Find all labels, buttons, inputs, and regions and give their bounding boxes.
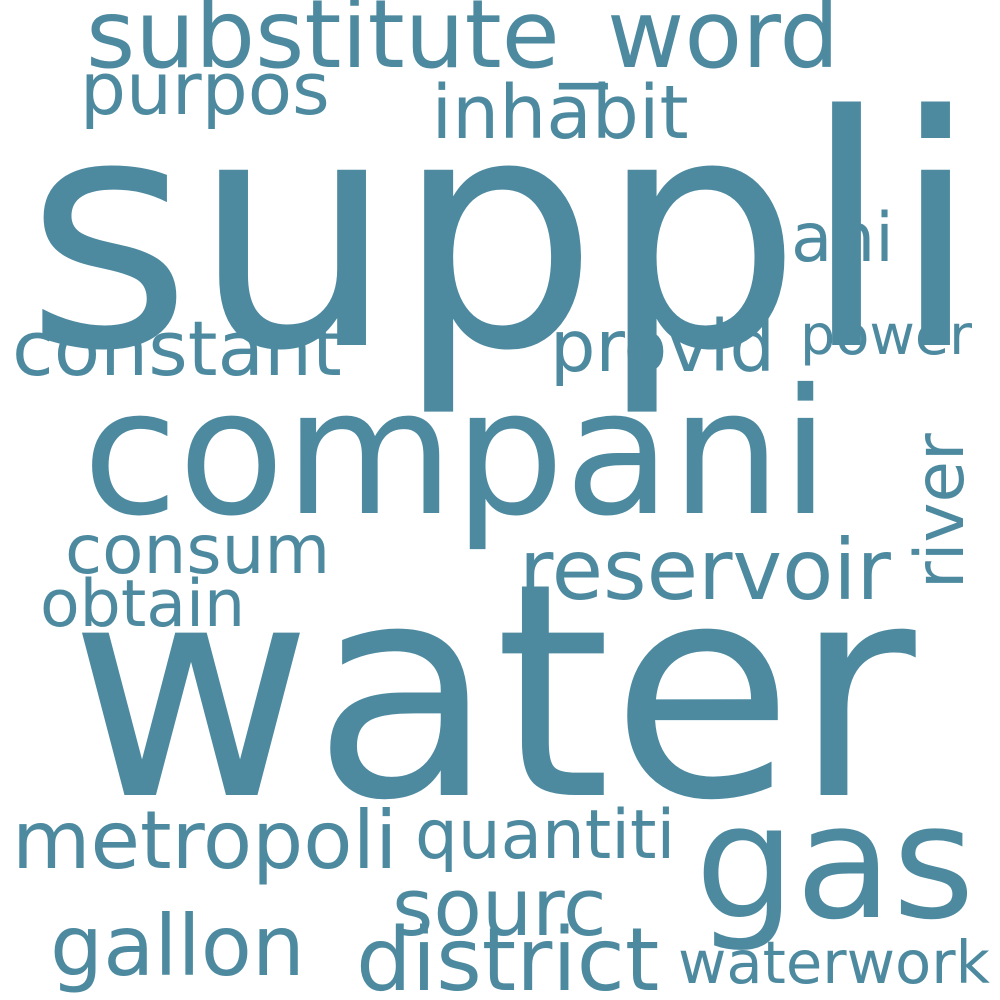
word-provid: provid (550, 304, 776, 388)
word-inhabit: inhabit (431, 68, 689, 156)
word-river: river (900, 433, 979, 589)
word-purpos: purpos (80, 48, 330, 132)
word-obtain: obtain (40, 566, 246, 642)
word-substitute-word: substitute_word (86, 0, 840, 90)
word-metropoli: metropoli (12, 792, 398, 887)
word-waterwork: waterwork (678, 928, 990, 997)
word-quantiti: quantiti (415, 795, 676, 874)
word-water: water (69, 519, 916, 866)
word-constant: constant (12, 305, 342, 393)
word-gallon: gallon (50, 897, 305, 995)
word-district: district (356, 908, 660, 1000)
word-gas: gas (695, 770, 975, 955)
word-suppli: suppli (25, 48, 980, 421)
word-ani: ani (791, 198, 894, 277)
word-compani: compani (82, 353, 830, 555)
word-power: power (800, 303, 973, 368)
word-sourc: sourc (392, 861, 607, 954)
word-consum: consum (65, 510, 331, 589)
word-reservoir: reservoir (519, 521, 891, 619)
